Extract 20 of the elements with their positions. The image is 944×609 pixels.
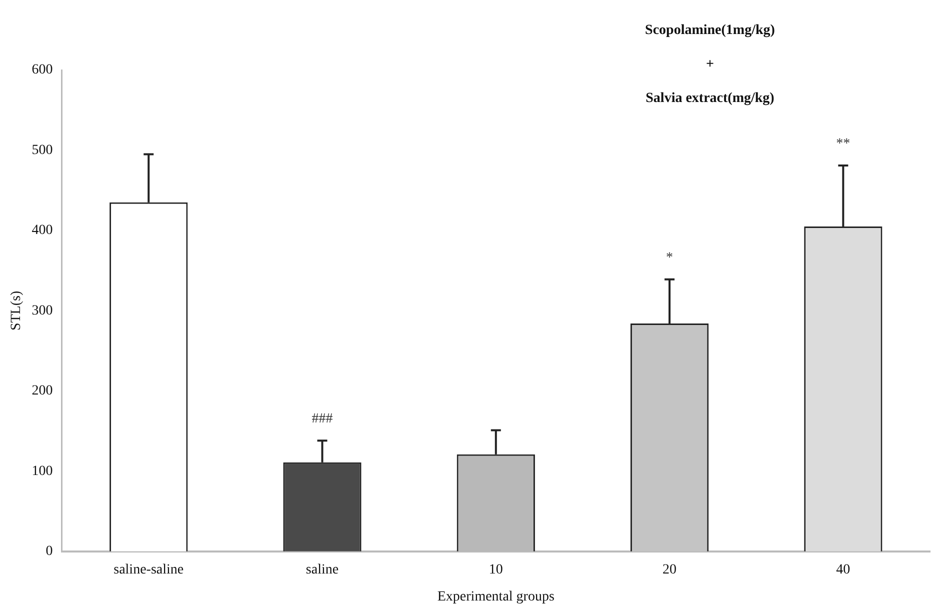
- annotation: *: [666, 250, 674, 266]
- annotation: +: [705, 56, 715, 74]
- annotation: **: [836, 136, 850, 152]
- y-tick-label: 400: [32, 223, 53, 238]
- x-tick-label: saline: [306, 562, 339, 578]
- text: Scopolamine(1mg/kg): [644, 22, 776, 40]
- y-tick-label: 0: [46, 544, 53, 560]
- y-tick-label: 300: [32, 303, 53, 318]
- y-axis-title: STL(s): [9, 290, 24, 331]
- x-tick-label: 40: [836, 562, 850, 578]
- y-tick-label: 500: [32, 142, 53, 158]
- x-tick-label: saline-saline: [114, 562, 184, 578]
- x-axis-title: Experimental groups: [437, 589, 554, 604]
- x-tick-label: 20: [662, 562, 677, 578]
- x-tick-label: 10: [488, 562, 503, 578]
- y-tick-label: 200: [32, 384, 53, 399]
- y-tick-label: 100: [32, 464, 53, 479]
- annotation: ###: [312, 412, 333, 427]
- annotation: Salvia extract(mg/kg): [644, 90, 776, 108]
- y-tick-label: 600: [32, 62, 53, 78]
